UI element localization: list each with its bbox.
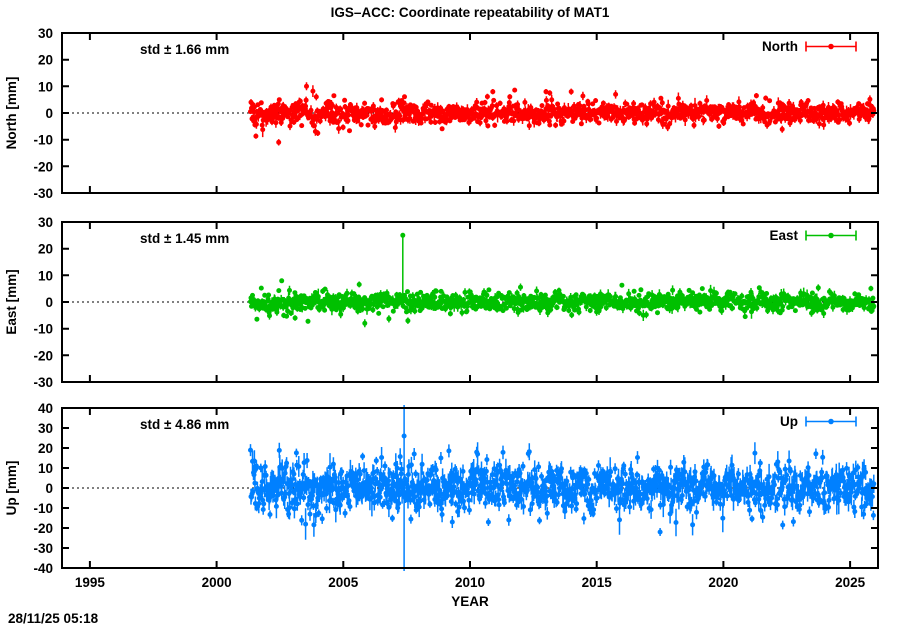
x-axis-layer: 1995 2000 2005 2010 2015 2020 2025 — [75, 575, 866, 590]
north-y-tick-label: -30 — [33, 186, 53, 201]
east-y-tick-label: -30 — [33, 375, 53, 390]
x-tick-label: 2000 — [202, 575, 232, 590]
north-std-annotation: std ± 1.66 mm — [140, 42, 229, 57]
x-tick-label: 2015 — [582, 575, 613, 590]
east-y-tick-label: 10 — [38, 268, 53, 283]
east-y-tick-label: -20 — [33, 348, 53, 363]
north-tick-marks — [62, 32, 878, 194]
up-y-tick-label: -30 — [33, 541, 53, 556]
north-data-group — [248, 82, 877, 146]
up-y-tick-label: 10 — [38, 461, 53, 476]
east-points — [248, 232, 877, 326]
x-tick-label: 2020 — [708, 575, 738, 590]
panels-layer: 30 20 10 0 -10 -20 -30 North [mm] std ± 1.66 mm N… — [4, 26, 879, 576]
up-y-tick-label: -10 — [33, 501, 53, 516]
up-y-tick-label: -20 — [33, 521, 53, 536]
up-tick-marks — [62, 407, 878, 569]
up-y-tick-label: 20 — [38, 441, 53, 456]
up-legend-label: Up — [780, 414, 798, 429]
up-data-group — [248, 405, 877, 571]
east-y-axis-title: East [mm] — [4, 269, 19, 334]
up-y-tick-label: 0 — [45, 481, 53, 496]
x-tick-label: 2010 — [455, 575, 485, 590]
east-data-group — [248, 232, 877, 328]
north-y-axis-title: North [mm] — [4, 77, 19, 150]
up-y-tick-label: 30 — [38, 421, 53, 436]
east-tick-marks — [62, 221, 878, 383]
north-points — [248, 83, 877, 145]
east-legend-label: East — [769, 228, 798, 243]
panel-up: 40 30 20 10 0 -10 -20 -30 -40 Up [mm] std ± 4.86 m… — [4, 401, 879, 576]
panel-east: 30 20 10 0 -10 -20 -30 East [mm] std ± 1.45 mm Ea… — [4, 215, 879, 390]
north-y-tick-label: 10 — [38, 79, 53, 94]
x-tick-label: 2005 — [328, 575, 359, 590]
east-y-tick-label: 20 — [38, 242, 53, 257]
x-axis-title: YEAR — [451, 594, 489, 609]
up-std-annotation: std ± 4.86 mm — [140, 417, 229, 432]
north-y-tick-label: 30 — [38, 26, 53, 41]
east-y-tick-label: 30 — [38, 215, 53, 230]
plot-timestamp: 28/11/25 05:18 — [8, 611, 99, 626]
up-y-tick-label: 40 — [38, 401, 53, 416]
up-y-tick-label: -40 — [33, 561, 53, 576]
north-y-tick-label: -10 — [33, 133, 53, 148]
chart-title: IGS–ACC: Coordinate repeatability of MAT… — [331, 5, 610, 20]
north-legend-label: North — [762, 39, 798, 54]
north-y-tick-label: -20 — [33, 159, 53, 174]
panel-north: 30 20 10 0 -10 -20 -30 North [mm] std ± 1.66 mm N… — [4, 26, 879, 201]
east-std-annotation: std ± 1.45 mm — [140, 231, 229, 246]
up-points — [248, 433, 877, 535]
east-y-tick-label: -10 — [33, 322, 53, 337]
up-y-axis-title: Up [mm] — [4, 461, 19, 516]
east-y-tick-label: 0 — [45, 295, 53, 310]
north-y-tick-label: 0 — [45, 106, 53, 121]
x-tick-label: 1995 — [75, 575, 106, 590]
x-tick-label: 2025 — [835, 575, 866, 590]
north-y-tick-label: 20 — [38, 53, 53, 68]
